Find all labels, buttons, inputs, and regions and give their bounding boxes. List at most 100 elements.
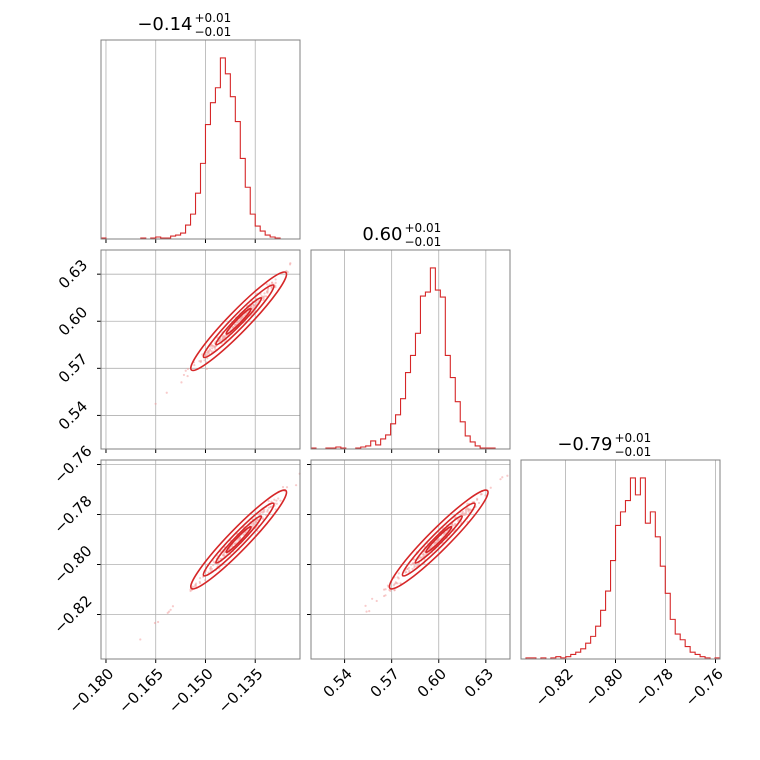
scatter-point — [273, 498, 276, 501]
x-tick-label: −0.78 — [632, 665, 677, 710]
scatter-point — [275, 502, 278, 505]
scatter-point — [154, 402, 157, 405]
title-median: 0.60 — [362, 224, 402, 245]
scatter-point — [205, 367, 208, 371]
panel-frame — [100, 249, 301, 450]
scatter-point — [199, 360, 202, 364]
scatter-point — [209, 567, 212, 570]
scatter-point — [285, 486, 289, 489]
title-minus: −0.01 — [405, 235, 442, 249]
scatter-point — [397, 577, 400, 580]
scatter-panel — [139, 472, 301, 641]
title-minus: −0.01 — [195, 25, 232, 39]
scatter-point — [464, 510, 468, 513]
scatter-point — [189, 589, 192, 593]
scatter-point — [393, 582, 396, 586]
histogram-p2 — [311, 267, 510, 450]
scatter-point — [262, 510, 265, 513]
scatter-point — [267, 506, 270, 509]
scatter-point — [191, 585, 194, 588]
scatter-point — [477, 501, 481, 505]
scatter-point — [193, 364, 196, 367]
scatter-point — [294, 484, 298, 487]
scatter-point — [388, 588, 391, 592]
scatter-point — [153, 621, 157, 625]
scatter-point — [270, 500, 273, 503]
scatter-point — [225, 334, 228, 337]
histogram-p3 — [521, 477, 720, 660]
scatter-point — [266, 510, 269, 513]
scatter-point — [157, 620, 160, 624]
scatter-point — [413, 564, 416, 567]
scatter-point — [410, 563, 413, 566]
scatter-point — [207, 571, 210, 574]
contour-ellipse — [202, 502, 275, 577]
scatter-point — [204, 579, 207, 582]
scatter-point — [275, 499, 278, 502]
scatter-point — [186, 374, 189, 378]
scatter-point — [489, 486, 492, 489]
contour-ellipse — [414, 515, 464, 564]
x-tick-label: −0.135 — [215, 665, 267, 717]
scatter-panel — [364, 474, 509, 613]
scatter-point — [281, 485, 285, 489]
scatter-point — [446, 529, 449, 533]
contour-ellipse — [388, 489, 489, 590]
scatter-point — [480, 493, 483, 496]
scatter-point — [263, 292, 266, 295]
contour-ellipse — [425, 525, 453, 554]
scatter-point — [195, 585, 198, 588]
title-p3: −0.79 +0.01−0.01 — [557, 431, 651, 459]
scatter-point — [184, 369, 187, 372]
panel-frame — [100, 39, 301, 240]
scatter-point — [412, 562, 415, 565]
scatter-point — [211, 344, 214, 348]
scatter-point — [210, 350, 213, 353]
scatter-point — [203, 359, 206, 362]
scatter-point — [286, 271, 289, 274]
contour-ellipse — [225, 307, 252, 335]
y-tick-label: −0.76 — [50, 442, 95, 487]
scatter-point — [384, 588, 387, 591]
x-tick-label: 0.60 — [414, 665, 450, 701]
scatter-point — [180, 381, 183, 384]
x-tick-label: −0.76 — [682, 665, 727, 710]
scatter-point — [506, 474, 509, 477]
scatter-point — [255, 301, 258, 305]
scatter-point — [213, 346, 217, 349]
scatter-point — [221, 335, 224, 339]
scatter-point — [206, 353, 209, 356]
scatter-point — [368, 610, 371, 613]
scatter-point — [436, 539, 440, 542]
scatter-point — [231, 326, 235, 329]
scatter-point — [394, 581, 397, 584]
scatter-point — [270, 285, 274, 289]
contour-ellipse — [202, 284, 275, 359]
scatter-point — [421, 556, 424, 559]
y-tick-label: 0.63 — [55, 256, 91, 292]
scatter-point — [371, 597, 374, 600]
scatter-point — [252, 522, 255, 525]
scatter-point — [476, 497, 479, 500]
scatter-point — [375, 599, 378, 603]
x-tick-label: −0.80 — [582, 665, 627, 710]
scatter-point — [165, 391, 168, 394]
title-plus: +0.01 — [195, 11, 232, 25]
y-tick-label: 0.60 — [55, 303, 91, 339]
title-minus: −0.01 — [615, 445, 652, 459]
scatter-point — [384, 594, 387, 597]
scatter-point — [467, 508, 470, 511]
scatter-point — [207, 349, 210, 353]
scatter-point — [264, 514, 268, 517]
scatter-point — [411, 567, 414, 570]
x-tick-label: −0.165 — [115, 665, 167, 717]
scatter-point — [139, 638, 142, 641]
title-p1: −0.14 +0.01−0.01 — [137, 11, 231, 39]
scatter-panel — [154, 262, 292, 405]
title-p2: 0.60 +0.01−0.01 — [362, 221, 441, 249]
scatter-point — [274, 278, 277, 281]
scatter-point — [211, 347, 214, 350]
panel-frame — [310, 249, 511, 450]
scatter-point — [463, 512, 466, 515]
contour-ellipse — [215, 296, 263, 346]
